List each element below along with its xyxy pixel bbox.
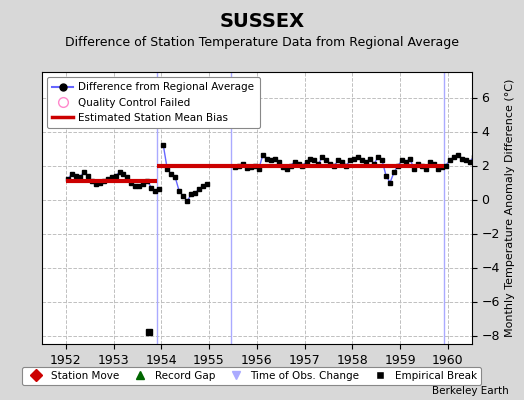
Text: Berkeley Earth: Berkeley Earth — [432, 386, 508, 396]
Y-axis label: Monthly Temperature Anomaly Difference (°C): Monthly Temperature Anomaly Difference (… — [505, 79, 516, 337]
Text: Difference of Station Temperature Data from Regional Average: Difference of Station Temperature Data f… — [65, 36, 459, 49]
Legend: Difference from Regional Average, Quality Control Failed, Estimated Station Mean: Difference from Regional Average, Qualit… — [47, 77, 259, 128]
Text: SUSSEX: SUSSEX — [220, 12, 304, 31]
Legend: Station Move, Record Gap, Time of Obs. Change, Empirical Break: Station Move, Record Gap, Time of Obs. C… — [22, 367, 481, 385]
